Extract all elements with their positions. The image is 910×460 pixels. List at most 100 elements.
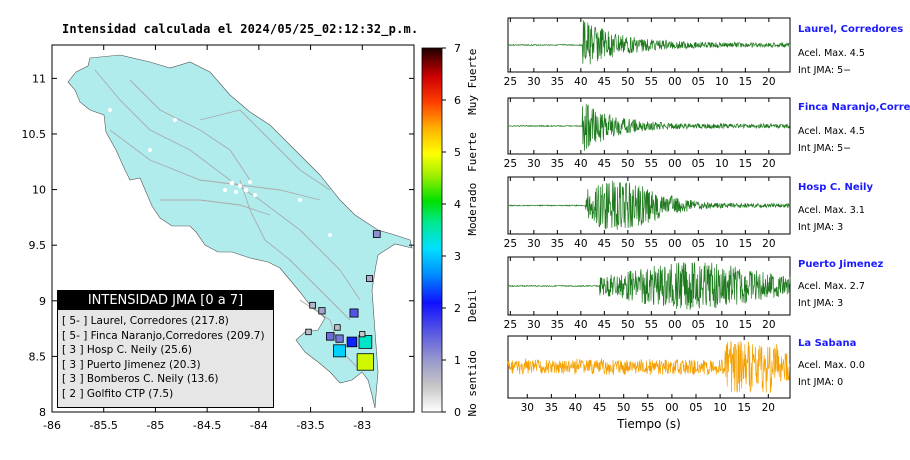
x-tick-label: -84.5 [193, 419, 221, 432]
trace-tick-label: 40 [574, 158, 587, 170]
trace-tick-label: 55 [645, 238, 658, 250]
colorbar [421, 47, 443, 413]
colorbar-tick-label: 7 [454, 42, 461, 55]
station-marker [372, 230, 381, 238]
trace-tick-label: 55 [645, 158, 658, 170]
trace-station-name: Hosp C. Neily [798, 182, 873, 193]
colorbar-label: Fuerte [466, 132, 479, 172]
trace-tick-label: 05 [692, 319, 705, 331]
y-tick-label: 10.5 [22, 128, 47, 141]
station-marker [309, 301, 316, 309]
trace-tick-label: 35 [551, 238, 564, 250]
trace-station-name: La Sabana [798, 338, 857, 349]
trace-tick-label: 20 [762, 158, 775, 170]
station-marker [334, 324, 341, 331]
trace-panels: 25 30 35 40 45 50 55 00 05 10 15 20 25 30 35 40 45 50 55 00… [504, 17, 791, 431]
station-marker [335, 334, 344, 343]
waveform-line [507, 20, 791, 65]
trace-tick-label: 50 [617, 402, 630, 414]
intensity-legend: INTENSIDAD JMA [0 a 7] [ 5- ] Laurel, Co… [57, 290, 274, 408]
trace-tick-label: 50 [621, 76, 634, 88]
trace-tick-label: 15 [739, 238, 752, 250]
trace-tick-label: 15 [739, 319, 752, 331]
trace-tick-label: 05 [692, 158, 705, 170]
x-tick-label: -83 [353, 419, 371, 432]
x-tick-label: -83.5 [296, 419, 324, 432]
trace-tick-label: 55 [641, 402, 654, 414]
trace-station-name: Puerto Jimenez [798, 259, 884, 270]
trace-tick-label: 05 [692, 238, 705, 250]
trace-tick-label: 35 [551, 158, 564, 170]
trace-tick-label: 05 [689, 402, 702, 414]
trace-tick-label: 20 [762, 238, 775, 250]
trace-tick-label: 50 [621, 158, 634, 170]
map-title: Intensidad calculada el 2024/05/25_02:12… [62, 22, 419, 36]
legend-item: [ 3 ] Bomberos C. Neily (13.6) [62, 373, 219, 385]
trace-tick-label: 30 [527, 76, 540, 88]
x-tick-label: -85 [146, 419, 164, 432]
trace-tick-label: 55 [645, 76, 658, 88]
trace-tick-label: 00 [668, 158, 681, 170]
legend-item: [ 5- ] Laurel, Corredores (217.8) [62, 315, 229, 327]
trace-tick-label: 35 [545, 402, 558, 414]
trace-jma: Int JMA: 5− [798, 65, 852, 76]
trace-accel: Acel. Max. 4.5 [798, 48, 865, 59]
colorbar-tick-label: 1 [454, 354, 461, 367]
map-axes: -86 -85.5 -85 -84.5 -84 -83.5 -83 8 8.5 9 9.5 10 10.… [22, 45, 414, 432]
trace-tick-label: 45 [598, 158, 611, 170]
legend-title: INTENSIDAD JMA [0 a 7] [58, 291, 273, 310]
colorbar-tick-label: 4 [454, 198, 461, 211]
trace-tick-label: 35 [551, 76, 564, 88]
legend-list: [ 5- ] Laurel, Corredores (217.8) [ 5- ]… [58, 310, 273, 401]
colorbar-label: No sentido [466, 350, 479, 416]
trace-tick-label: 40 [574, 238, 587, 250]
trace-tick-label: 45 [598, 76, 611, 88]
trace-tick-label: 40 [574, 76, 587, 88]
trace-tick-label: 15 [739, 158, 752, 170]
trace-tick-label: 50 [621, 238, 634, 250]
trace-tick-label: 30 [527, 158, 540, 170]
waveform-line [507, 180, 791, 230]
x-tick-label: -84 [250, 419, 268, 432]
legend-item: [ 2 ] Golfito CTP (7.5) [62, 387, 174, 400]
trace-tick-label: 55 [645, 319, 658, 331]
station-marker [366, 275, 373, 282]
y-tick-label: 9 [39, 295, 46, 308]
x-tick-label: -85.5 [89, 419, 117, 432]
trace-tick-label: 05 [692, 76, 705, 88]
trace-tick-label: 10 [715, 76, 728, 88]
trace-x-axis-label: Tiempo (s) [616, 417, 681, 431]
trace-tick-label: 25 [504, 76, 517, 88]
station-marker [359, 331, 366, 338]
trace-tick-label: 00 [668, 76, 681, 88]
legend-item: [ 5- ] Finca Naranjo,Corredores (209.7) [62, 329, 265, 342]
trace-tick-label: 45 [593, 402, 606, 414]
legend-item: [ 3 ] Hosp C. Neily (25.6) [62, 344, 192, 356]
colorbar-label: Moderado [466, 183, 479, 236]
trace-tick-label: 50 [621, 319, 634, 331]
trace-tick-label: 00 [665, 402, 678, 414]
trace-jma: Int JMA: 3 [798, 222, 844, 233]
trace-accel: Acel. Max. 3.1 [798, 205, 865, 216]
trace-tick-label: 25 [504, 238, 517, 250]
trace-tick-label: 10 [715, 158, 728, 170]
station-markers [305, 230, 381, 371]
trace-tick-label: 30 [521, 402, 534, 414]
y-tick-label: 9.5 [29, 239, 47, 252]
colorbar-tick-label: 5 [454, 146, 461, 159]
trace-tick-label: 25 [504, 319, 517, 331]
trace-jma: Int JMA: 0 [798, 377, 844, 388]
y-tick-label: 11 [32, 72, 46, 85]
colorbar-label: Muy Fuerte [466, 49, 479, 115]
waveform-line [507, 340, 791, 393]
station-marker [356, 353, 375, 371]
trace-accel: Acel. Max. 4.5 [798, 126, 865, 137]
waveform-line [507, 262, 791, 310]
trace-tick-label: 25 [504, 158, 517, 170]
trace-tick-label: 45 [598, 319, 611, 331]
waveform-line [507, 103, 790, 151]
trace-accel: Acel. Max. 2.7 [798, 281, 865, 292]
trace-tick-label: 20 [762, 76, 775, 88]
land-polygon [67, 54, 413, 409]
